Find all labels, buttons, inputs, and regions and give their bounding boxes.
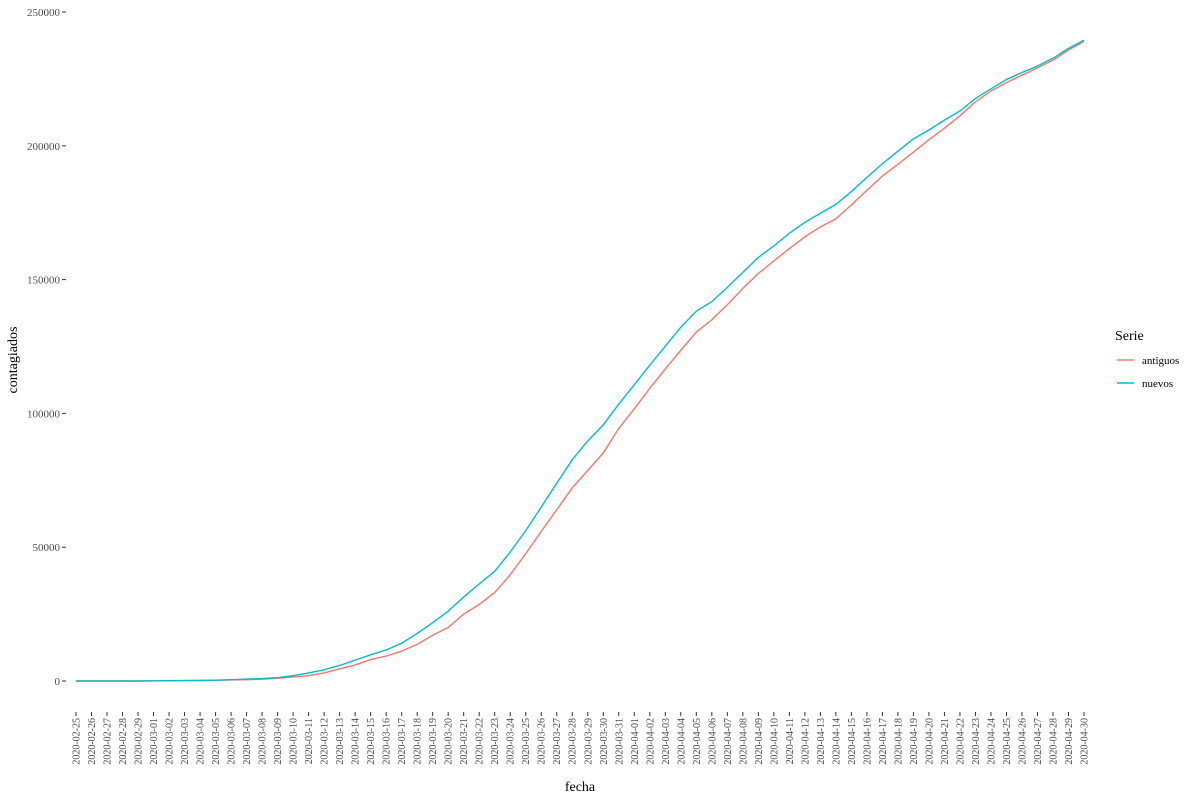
series-line-nuevos	[76, 39, 1085, 682]
x-tick-label: 2020-03-23	[490, 718, 501, 765]
x-tick-label: 2020-03-05	[211, 718, 222, 765]
x-tick-label: 2020-03-24	[506, 718, 517, 765]
y-tick-label: 100000	[27, 408, 61, 420]
x-tick-label: 2020-03-26	[537, 718, 548, 765]
x-tick-label: 2020-03-03	[180, 718, 191, 765]
x-tick-label: 2020-04-15	[847, 718, 858, 765]
legend-items: antiguos nuevos	[1117, 355, 1179, 390]
series-layer	[76, 39, 1085, 682]
x-tick-label: 2020-03-02	[165, 718, 176, 765]
x-tick-label: 2020-04-22	[955, 718, 966, 765]
x-tick-label: 2020-03-14	[351, 718, 362, 765]
x-tick-label: 2020-04-17	[878, 718, 889, 765]
x-tick-label: 2020-03-10	[289, 718, 300, 765]
x-tick-label: 2020-03-12	[320, 718, 331, 765]
x-tick-label: 2020-03-25	[521, 718, 532, 765]
x-tick-label: 2020-03-07	[242, 718, 253, 765]
x-tick-label: 2020-04-16	[862, 718, 873, 765]
x-tick-label: 2020-04-05	[692, 718, 703, 765]
x-tick-label: 2020-03-30	[599, 718, 610, 765]
x-tick-label: 2020-03-06	[227, 718, 238, 765]
x-tick-label: 2020-04-04	[676, 718, 687, 765]
x-tick-label: 2020-04-01	[630, 718, 641, 765]
legend-label-antiguos: antiguos	[1142, 355, 1179, 367]
x-tick-label: 2020-04-02	[645, 718, 656, 765]
x-tick-label: 2020-03-09	[273, 718, 284, 765]
x-tick-label: 2020-04-24	[986, 718, 997, 765]
y-axis-title: contagiados	[6, 327, 21, 394]
x-tick-label: 2020-04-08	[738, 718, 749, 765]
x-tick-label: 2020-04-09	[754, 718, 765, 765]
x-tick-label: 2020-03-27	[552, 718, 563, 765]
x-tick-label: 2020-04-03	[661, 718, 672, 765]
x-tick-label: 2020-03-21	[459, 718, 470, 765]
x-tick-label: 2020-03-20	[444, 718, 455, 765]
y-tick-label: 200000	[27, 141, 61, 153]
x-tick-label: 2020-03-22	[475, 718, 486, 765]
series-line-antiguos	[76, 40, 1085, 682]
x-tick-label: 2020-03-29	[583, 718, 594, 765]
x-tick-label: 2020-04-11	[785, 718, 796, 764]
x-tick-label: 2020-04-10	[769, 718, 780, 765]
x-tick-label: 2020-03-18	[413, 718, 424, 765]
x-tick-label: 2020-04-21	[940, 718, 951, 765]
x-tick-label: 2020-02-29	[134, 718, 145, 765]
x-tick-label: 2020-02-25	[72, 718, 83, 765]
x-tick-label: 2020-03-11	[304, 718, 315, 764]
x-tick-label: 2020-04-06	[707, 718, 718, 765]
x-tick-label: 2020-03-01	[149, 718, 160, 765]
x-tick-label: 2020-02-27	[103, 718, 114, 765]
legend: Serie antiguos nuevos	[1115, 329, 1179, 390]
x-tick-label: 2020-04-13	[816, 718, 827, 765]
legend-title: Serie	[1115, 329, 1144, 344]
y-tick-label: 150000	[27, 275, 61, 287]
y-tick-label: 50000	[33, 542, 61, 554]
y-axis: 0 50000 100000 150000 200000 250000	[27, 7, 66, 688]
x-tick-label: 2020-03-16	[382, 718, 393, 765]
x-tick-label: 2020-03-04	[196, 718, 207, 765]
x-tick-label: 2020-02-26	[87, 718, 98, 765]
x-tick-label: 2020-04-18	[893, 718, 904, 765]
x-tick-label: 2020-03-15	[366, 718, 377, 765]
x-tick-label: 2020-04-28	[1048, 718, 1059, 765]
x-tick-label: 2020-03-31	[614, 718, 625, 765]
x-tick-label: 2020-04-30	[1080, 718, 1091, 765]
x-tick-label: 2020-04-27	[1033, 718, 1044, 765]
x-tick-label: 2020-03-17	[397, 718, 408, 765]
x-tick-label: 2020-04-19	[909, 718, 920, 765]
x-tick-label: 2020-04-14	[831, 718, 842, 765]
x-tick-label: 2020-03-13	[335, 718, 346, 765]
legend-label-nuevos: nuevos	[1142, 378, 1173, 390]
y-tick-label: 0	[55, 676, 61, 688]
x-tick-label: 2020-03-08	[258, 718, 269, 765]
x-tick-label: 2020-04-07	[723, 718, 734, 765]
x-axis: 2020-02-25 2020-02-26 2020-02-27 2020-02-28…	[72, 712, 1091, 765]
x-tick-label: 2020-02-28	[118, 718, 129, 765]
x-tick-label: 2020-04-25	[1002, 718, 1013, 765]
y-tick-label: 250000	[27, 7, 61, 19]
x-tick-label: 2020-04-26	[1017, 718, 1028, 765]
x-tick-label: 2020-03-28	[568, 718, 579, 765]
x-tick-label: 2020-04-12	[800, 718, 811, 765]
x-axis-title: fecha	[565, 780, 596, 795]
x-tick-label: 2020-04-20	[924, 718, 935, 765]
x-tick-label: 2020-04-23	[971, 718, 982, 765]
x-tick-label: 2020-03-19	[428, 718, 439, 765]
x-tick-label: 2020-04-29	[1064, 718, 1075, 765]
